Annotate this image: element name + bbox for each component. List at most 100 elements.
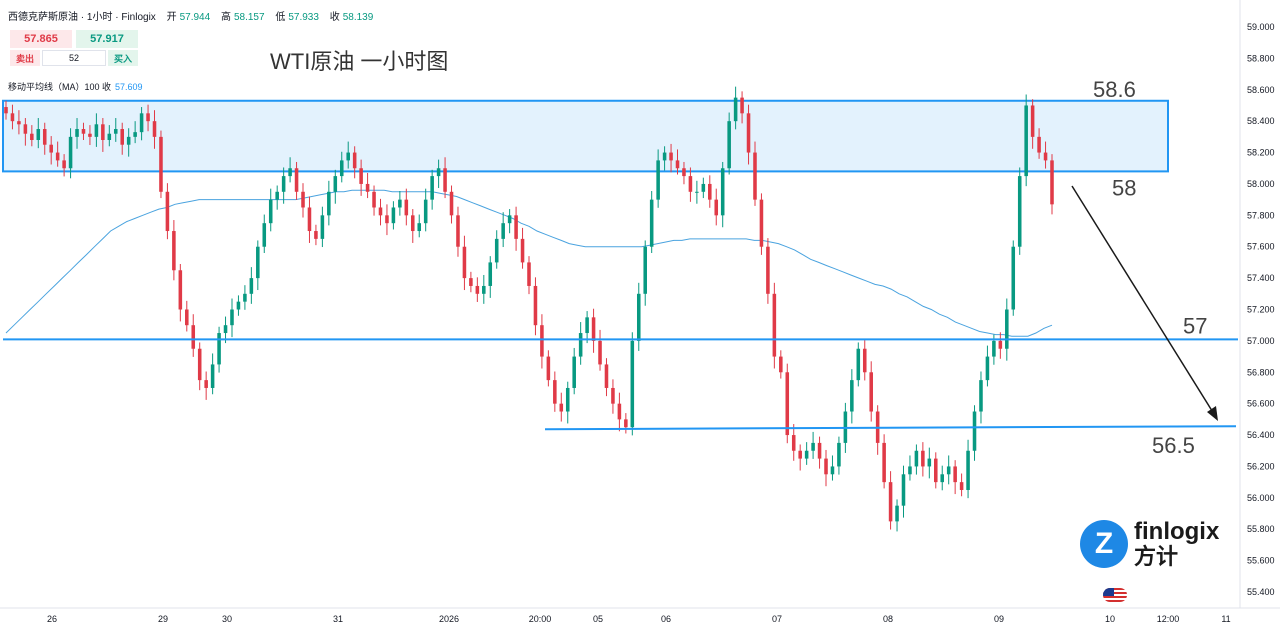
candle <box>869 372 873 412</box>
candle <box>475 285 480 294</box>
candle <box>1017 176 1022 247</box>
candle <box>662 152 667 161</box>
ma-indicator-legend[interactable]: 移动平均线（MA）100 收 57.609 <box>8 80 143 93</box>
candle <box>940 474 945 483</box>
x-tick-label: 10 <box>1105 614 1115 624</box>
candle <box>443 168 447 192</box>
candle <box>507 215 512 224</box>
candle <box>649 199 654 247</box>
high-value: 58.157 <box>233 12 265 23</box>
candle <box>630 340 635 428</box>
candle <box>436 168 441 177</box>
candle <box>262 223 267 247</box>
buy-price-button[interactable]: 57.917 <box>76 30 138 48</box>
candle <box>565 387 570 412</box>
candle <box>669 152 673 161</box>
ma-indicator-label: 移动平均线（MA）100 收 <box>8 82 112 92</box>
candle <box>204 380 208 388</box>
candle <box>850 380 854 412</box>
candle <box>417 223 422 232</box>
candle <box>75 129 79 137</box>
candle <box>701 183 706 192</box>
sell-price-button[interactable]: 57.865 <box>10 30 72 48</box>
candle <box>49 144 53 153</box>
candle <box>927 458 932 467</box>
candle <box>411 215 415 232</box>
candle <box>126 136 131 145</box>
y-tick-label: 57.400 <box>1247 273 1275 283</box>
candle <box>934 458 938 483</box>
logo-text-en: finlogix <box>1134 518 1220 545</box>
y-tick-label: 57.200 <box>1247 305 1275 315</box>
candle <box>772 293 777 357</box>
x-tick-label: 08 <box>883 614 893 624</box>
candle <box>798 450 802 459</box>
candle <box>320 215 325 239</box>
candle <box>791 435 796 451</box>
y-tick-label: 56.600 <box>1247 399 1275 409</box>
y-tick-label: 56.800 <box>1247 367 1275 377</box>
candle <box>55 152 60 161</box>
x-tick-label: 09 <box>994 614 1004 624</box>
candle <box>36 129 41 140</box>
candle <box>281 176 286 192</box>
y-tick-label: 56.000 <box>1247 493 1275 503</box>
symbol-name: 西德克萨斯原油 · 1小时 · Finlogix <box>8 12 156 23</box>
candle <box>243 293 247 302</box>
candle <box>727 121 731 169</box>
y-tick-label: 58.800 <box>1247 53 1275 63</box>
candle <box>456 215 460 247</box>
sell-button[interactable]: 卖出 <box>10 50 40 66</box>
candle <box>113 129 118 134</box>
candle <box>398 199 402 208</box>
candle <box>94 124 99 137</box>
candle <box>172 231 176 271</box>
y-tick-label: 56.400 <box>1247 430 1275 440</box>
candle <box>159 136 163 192</box>
x-tick-label: 29 <box>158 614 168 624</box>
candle <box>604 364 609 388</box>
candle <box>856 348 861 381</box>
candle <box>256 246 260 279</box>
candle <box>888 482 893 522</box>
candle <box>611 387 615 404</box>
candle <box>804 450 809 459</box>
candle <box>301 191 305 208</box>
x-tick-label: 2026 <box>439 614 459 624</box>
candle <box>1024 105 1028 177</box>
x-tick-label: 07 <box>772 614 782 624</box>
candle <box>617 403 622 420</box>
candle <box>314 231 318 239</box>
open-value: 57.944 <box>179 12 211 23</box>
candle <box>636 293 641 341</box>
candle <box>785 372 790 436</box>
finlogix-logo: Z finlogix 方计 <box>1080 520 1219 568</box>
candle <box>197 348 202 381</box>
candle <box>372 191 376 208</box>
candle <box>830 466 835 475</box>
open-label: 开 <box>166 12 177 23</box>
candle <box>972 411 977 451</box>
candle <box>882 442 886 483</box>
candle <box>559 403 564 412</box>
candle <box>488 262 493 286</box>
candle <box>68 136 73 169</box>
candle <box>862 348 867 373</box>
buy-button[interactable]: 买入 <box>108 50 138 66</box>
x-tick-label: 26 <box>47 614 57 624</box>
candle <box>4 107 8 114</box>
candle <box>449 191 454 216</box>
candle <box>62 160 66 169</box>
spread-input[interactable]: 52 <box>42 50 106 66</box>
candle <box>533 285 538 326</box>
candle <box>462 246 467 279</box>
projection-arrow <box>1071 185 1215 415</box>
candle <box>921 450 925 467</box>
support-line-56-5 <box>544 425 1237 431</box>
x-tick-label: 20:00 <box>529 614 552 624</box>
candle <box>591 317 596 341</box>
y-tick-label: 58.400 <box>1247 116 1275 126</box>
symbol-header: 西德克萨斯原油 · 1小时 · Finlogix 开 57.944 高 58.157… <box>8 8 373 23</box>
candle <box>714 199 719 216</box>
